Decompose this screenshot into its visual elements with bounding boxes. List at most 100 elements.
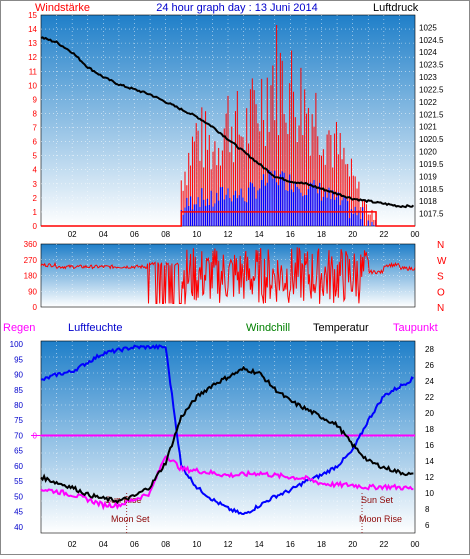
y-right-tick-label: 1022 <box>419 98 437 107</box>
taupunkt-series-line <box>40 455 414 511</box>
y-left-tick-label: 360 <box>24 240 38 249</box>
y-left-tick-label: 100 <box>10 340 24 349</box>
x-tick-label: 10 <box>192 230 201 239</box>
regen-label: Regen <box>3 322 35 334</box>
sun-set-right-annotation: Sun Set <box>361 495 394 505</box>
x-tick-label: 04 <box>99 230 108 239</box>
y-left-tick-label: 10 <box>28 81 37 90</box>
title: 24 hour graph day : 13 Juni 2014 <box>156 2 317 14</box>
x-tick-label: 06 <box>130 540 139 549</box>
x-tick-label: 00 <box>411 540 420 549</box>
y-right-tick-label: 26 <box>425 361 434 370</box>
x-tick-label: 16 <box>286 230 295 239</box>
y-left-tick-label: 0 <box>33 222 38 231</box>
y-left-tick-label: 95 <box>14 355 23 364</box>
y-left-tick-label: 13 <box>28 39 37 48</box>
wind-baseline-line <box>41 211 415 227</box>
x-tick-label: 22 <box>379 230 388 239</box>
compass-label: O <box>437 287 445 298</box>
x-tick-label: 16 <box>286 540 295 549</box>
y-left-tick-label: 65 <box>14 447 23 456</box>
luftfeuchte-label: Luftfeuchte <box>68 322 122 334</box>
y-left-tick-label: 90 <box>14 371 23 380</box>
y-left-tick-label: 180 <box>24 272 38 281</box>
y-right-tick-label: 1024.5 <box>419 36 444 45</box>
y-left-tick-label: 60 <box>14 462 23 471</box>
windchill-label: Windchill <box>246 322 290 334</box>
y-left-tick-label: 85 <box>14 386 23 395</box>
y-right-tick-label: 6 <box>425 521 430 530</box>
y-left-tick-label: 2 <box>33 194 38 203</box>
x-tick-label: 08 <box>161 230 170 239</box>
windstaerke-label: Windstärke <box>35 2 90 14</box>
y-left-tick-label: 8 <box>33 109 38 118</box>
x-tick-label: 08 <box>161 540 170 549</box>
y-left-tick-label: 80 <box>14 401 23 410</box>
y-right-tick-label: 1025 <box>419 23 437 32</box>
x-tick-label: 18 <box>317 540 326 549</box>
x-tick-label: 06 <box>130 230 139 239</box>
y-left-tick-label: 40 <box>14 523 23 532</box>
x-tick-label: 10 <box>192 540 201 549</box>
moon-rise-right-annotation: Moon Rise <box>359 514 402 524</box>
y-left-tick-label: 14 <box>28 25 37 34</box>
y-right-tick-label: 1018 <box>419 197 437 206</box>
y-right-tick-label: 22 <box>425 393 434 402</box>
y-right-tick-label: 1020.5 <box>419 135 444 144</box>
y-left-tick-label: 45 <box>14 508 23 517</box>
y-right-tick-label: 1020 <box>419 148 437 157</box>
y-right-tick-label: 1021 <box>419 123 437 132</box>
y-right-tick-label: 1018.5 <box>419 185 444 194</box>
y-right-tick-label: 14 <box>425 457 434 466</box>
x-tick-label: 22 <box>379 540 388 549</box>
x-tick-label: 20 <box>348 540 357 549</box>
y-left-tick-label: 1 <box>33 208 38 217</box>
y-right-tick-label: 18 <box>425 425 434 434</box>
y-right-tick-label: 1021.5 <box>419 110 444 119</box>
y-left-tick-label: 11 <box>29 67 38 76</box>
y-left-tick-label: 12 <box>28 53 37 62</box>
y-right-tick-label: 1017.5 <box>419 210 444 219</box>
moon-set-left-annotation: Moon Set <box>111 514 150 524</box>
y-right-tick-label: 1023.5 <box>419 61 444 70</box>
y-right-tick-label: 28 <box>425 345 434 354</box>
y-right-tick-label: 8 <box>425 505 430 514</box>
compass-label: N <box>437 240 444 251</box>
y-left-tick-label: 90 <box>28 287 37 296</box>
x-tick-label: 18 <box>317 230 326 239</box>
y-left-tick-label: 5 <box>33 152 38 161</box>
temperatur-label: Temperatur <box>313 322 369 334</box>
y-left-tick-label: 6 <box>33 138 38 147</box>
y-right-tick-label: 20 <box>425 409 434 418</box>
y-right-tick-label: 1023 <box>419 73 437 82</box>
y-left-tick-label: 70 <box>14 431 23 440</box>
y-left-tick-label: 15 <box>28 11 37 20</box>
y-left-tick-label: 4 <box>33 166 38 175</box>
y-right-tick-label: 1024 <box>419 48 437 57</box>
luftdruck-series-line <box>40 36 415 209</box>
y-left-tick-label: 50 <box>14 492 23 501</box>
y-left-tick-label: 9 <box>33 95 38 104</box>
windrichtung-series-line <box>40 247 416 305</box>
y-left-tick-label: 0 <box>33 303 38 312</box>
y-right-tick-label: 1022.5 <box>419 85 444 94</box>
x-tick-label: 02 <box>68 230 77 239</box>
taupunkt-label: Taupunkt <box>393 322 438 334</box>
y-right-tick-label: 16 <box>425 441 434 450</box>
compass-label: W <box>437 256 447 267</box>
y-left-tick-label: 75 <box>14 416 23 425</box>
compass-label: S <box>437 272 444 283</box>
x-tick-label: 02 <box>68 540 77 549</box>
y-right-tick-label: 12 <box>425 473 434 482</box>
x-tick-label: 14 <box>255 230 264 239</box>
sun-rise-left-annotation: Sun Rise <box>105 495 142 505</box>
y-right-tick-label: 10 <box>425 489 434 498</box>
luftdruck-label: Luftdruck <box>373 2 419 14</box>
compass-label: N <box>437 303 444 314</box>
y-left-tick-label: 55 <box>14 477 23 486</box>
x-tick-label: 00 <box>411 230 420 239</box>
y-right-tick-label: 1019 <box>419 172 437 181</box>
y-left-tick-label: 7 <box>33 124 38 133</box>
